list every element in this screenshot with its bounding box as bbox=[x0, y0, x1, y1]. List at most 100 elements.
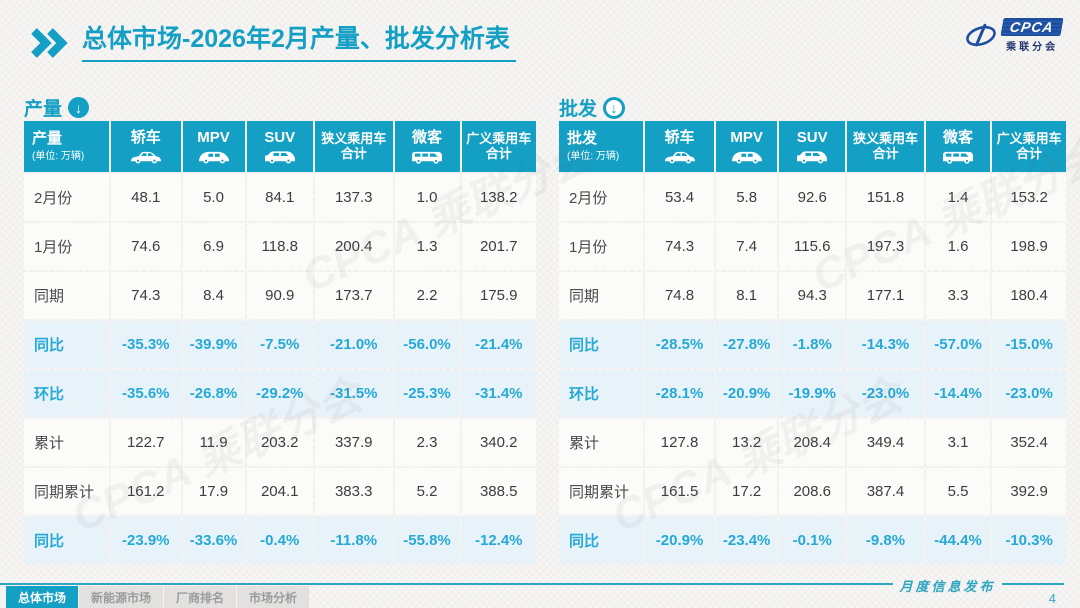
cell-value: 180.4 bbox=[992, 272, 1066, 319]
cell-value: 7.4 bbox=[715, 223, 778, 270]
wholesale-section-title: 批发 bbox=[559, 99, 598, 120]
cell-value: 74.3 bbox=[111, 272, 181, 319]
cell-value: -0.4% bbox=[246, 517, 313, 564]
cell-value: 74.3 bbox=[645, 223, 714, 270]
row-label: 环比 bbox=[24, 370, 109, 417]
cell-value: 17.9 bbox=[182, 468, 245, 515]
column-label: 狭义乘用车 合计 bbox=[852, 130, 918, 161]
cell-value: -35.6% bbox=[111, 370, 181, 417]
table-row: 同期累计 161.2 17.9 204.1 383.3 5.2 388.5 bbox=[24, 468, 536, 515]
cell-value: 8.4 bbox=[182, 272, 245, 319]
production-section-label: 产量 ↓ bbox=[24, 94, 90, 121]
column-label: 广义乘用车 合计 bbox=[466, 130, 532, 161]
cell-value: 5.5 bbox=[925, 468, 991, 515]
cell-value: -15.0% bbox=[992, 321, 1066, 368]
cell-value: 161.2 bbox=[111, 468, 181, 515]
production-data-table: 产量 (单位: 万辆) 轿车 MPV SUV 狭义乘用车 合计 微客 广义乘用车 合计 2月份 4… bbox=[22, 119, 538, 566]
cell-value: -21.4% bbox=[461, 321, 536, 368]
cell-value: 6.9 bbox=[182, 223, 245, 270]
table-title: 批发 bbox=[567, 129, 598, 147]
page-title-rest: -2026年2月产量、批发分析表 bbox=[182, 25, 510, 53]
column-label: 狭义乘用车 合计 bbox=[321, 130, 387, 161]
row-label: 2月份 bbox=[559, 174, 644, 221]
cell-value: 74.6 bbox=[111, 223, 181, 270]
footer-tabs: 总体市场 新能源市场 厂商排名 市场分析 bbox=[6, 586, 310, 608]
row-label: 同比 bbox=[559, 517, 644, 564]
cell-value: 2.2 bbox=[394, 272, 460, 319]
cell-value: -14.3% bbox=[847, 321, 924, 368]
column-label: 微客 bbox=[411, 129, 442, 147]
van-icon bbox=[926, 149, 990, 164]
row-label: 同期累计 bbox=[24, 468, 109, 515]
cell-value: -28.1% bbox=[645, 370, 714, 417]
cell-value: -26.8% bbox=[182, 370, 245, 417]
column-label: SUV bbox=[264, 129, 296, 147]
column-header: SUV bbox=[246, 121, 313, 172]
cpca-logo: CPCA 乘联分会 bbox=[964, 18, 1064, 53]
table-row: 环比 -28.1% -20.9% -19.9% -23.0% -14.4% -23.0% bbox=[559, 370, 1066, 417]
cell-value: 8.1 bbox=[715, 272, 778, 319]
cell-value: 175.9 bbox=[461, 272, 536, 319]
cell-value: 3.1 bbox=[925, 419, 991, 466]
cell-value: -23.0% bbox=[992, 370, 1066, 417]
cell-value: 92.6 bbox=[779, 174, 846, 221]
cell-value: -20.9% bbox=[715, 370, 778, 417]
cell-value: 173.7 bbox=[315, 272, 393, 319]
cell-value: 208.6 bbox=[779, 468, 846, 515]
down-arrow-icon: ↓ bbox=[603, 96, 626, 119]
cell-value: -25.3% bbox=[394, 370, 460, 417]
table-row: 1月份 74.6 6.9 118.8 200.4 1.3 201.7 bbox=[24, 223, 536, 270]
column-header: 轿车 bbox=[645, 121, 714, 172]
cell-value: -20.9% bbox=[645, 517, 714, 564]
footer-tab-3[interactable]: 厂商排名 bbox=[164, 586, 237, 608]
row-label: 同比 bbox=[24, 517, 109, 564]
publication-label: 月度信息发布 bbox=[899, 580, 996, 595]
van-icon bbox=[395, 149, 460, 164]
row-label: 累计 bbox=[559, 419, 644, 466]
table-title: 产量 bbox=[32, 129, 63, 147]
cell-value: 1.3 bbox=[394, 223, 460, 270]
cell-value: -31.5% bbox=[315, 370, 393, 417]
column-header: 微客 bbox=[394, 121, 460, 172]
cell-value: 127.8 bbox=[645, 419, 714, 466]
row-label: 同期累计 bbox=[559, 468, 644, 515]
cell-value: 11.9 bbox=[182, 419, 245, 466]
footer-tab-4[interactable]: 市场分析 bbox=[237, 586, 310, 608]
column-header: 狭义乘用车 合计 bbox=[847, 121, 924, 172]
cell-value: 204.1 bbox=[246, 468, 313, 515]
cell-value: 53.4 bbox=[645, 174, 714, 221]
cell-value: 122.7 bbox=[111, 419, 181, 466]
table-row: 同比 -28.5% -27.8% -1.8% -14.3% -57.0% -15.0% bbox=[559, 321, 1066, 368]
cell-value: 118.8 bbox=[246, 223, 313, 270]
column-header: 轿车 bbox=[111, 121, 181, 172]
page-title-highlight: 总体市场 bbox=[82, 25, 183, 53]
cell-value: -57.0% bbox=[925, 321, 991, 368]
cell-value: 3.3 bbox=[925, 272, 991, 319]
cell-value: 48.1 bbox=[111, 174, 181, 221]
table-row: 同比 -20.9% -23.4% -0.1% -9.8% -44.4% -10.3% bbox=[559, 517, 1066, 564]
cell-value: 340.2 bbox=[461, 419, 536, 466]
column-label: MPV bbox=[197, 129, 230, 147]
cell-value: -23.0% bbox=[847, 370, 924, 417]
cell-value: -56.0% bbox=[394, 321, 460, 368]
row-label: 同期 bbox=[24, 272, 109, 319]
cell-value: 137.3 bbox=[315, 174, 393, 221]
column-label: 轿车 bbox=[130, 129, 161, 147]
footer-tab-2[interactable]: 新能源市场 bbox=[79, 586, 164, 608]
wholesale-table: 批发 (单位: 万辆) 轿车 MPV SUV 狭义乘用车 合计 微客 广义乘用车 合计 2月份 5… bbox=[557, 119, 1068, 566]
mpv-icon bbox=[183, 149, 245, 164]
row-label: 同期 bbox=[559, 272, 644, 319]
sedan-icon bbox=[111, 149, 181, 164]
production-table: 产量 (单位: 万辆) 轿车 MPV SUV 狭义乘用车 合计 微客 广义乘用车 合计 2月份 4… bbox=[22, 119, 538, 566]
cell-value: 387.4 bbox=[847, 468, 924, 515]
cell-value: 161.5 bbox=[645, 468, 714, 515]
cell-value: -33.6% bbox=[182, 517, 245, 564]
cell-value: -44.4% bbox=[925, 517, 991, 564]
footer-tab-1[interactable]: 总体市场 bbox=[6, 586, 79, 608]
cell-value: -31.4% bbox=[461, 370, 536, 417]
cell-value: -55.8% bbox=[394, 517, 460, 564]
cell-value: 151.8 bbox=[847, 174, 924, 221]
cpca-swoosh-icon bbox=[966, 23, 997, 46]
cell-value: 17.2 bbox=[715, 468, 778, 515]
